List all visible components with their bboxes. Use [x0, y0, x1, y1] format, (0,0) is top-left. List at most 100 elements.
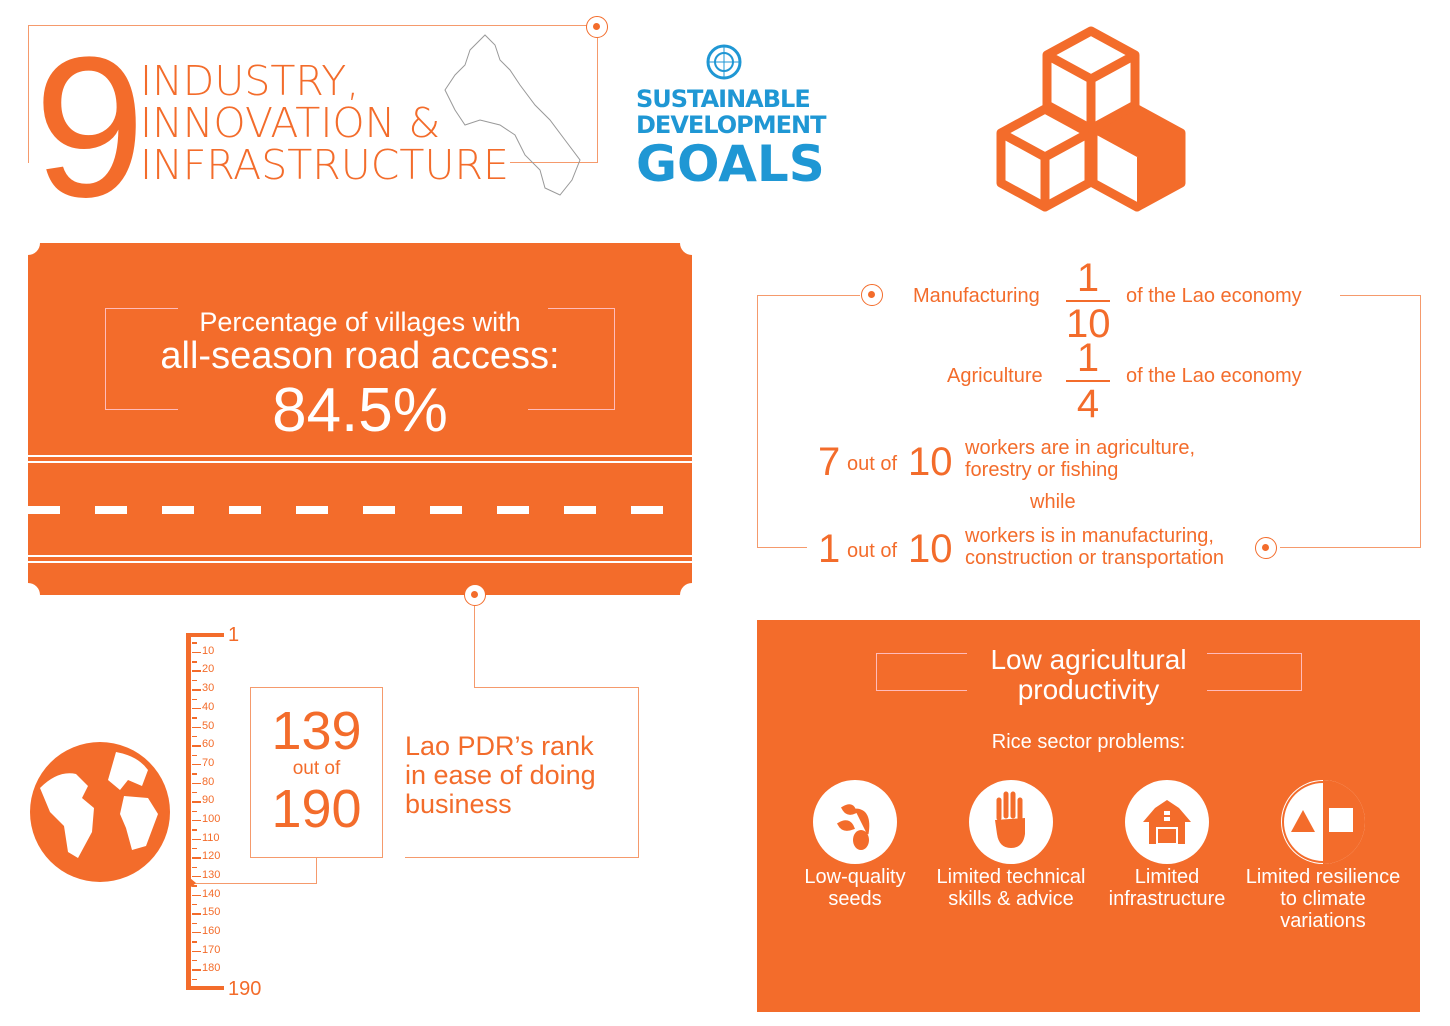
scale-tick-label: 20 — [202, 663, 215, 676]
road-access-card: Percentage of villages with all-season r… — [16, 231, 704, 607]
scale-tick — [192, 922, 197, 925]
scale-tick — [192, 950, 201, 953]
scale-tick — [192, 866, 197, 869]
scale-tick — [192, 913, 201, 915]
problem-label: Limited infrastructure — [1077, 866, 1257, 910]
rank-box — [250, 687, 383, 858]
scale-tick-label: 90 — [202, 794, 215, 807]
text-line: construction or transportation — [965, 547, 1225, 569]
rank-label-line: Lao PDR’s rank — [405, 731, 594, 761]
problem-label: Limited technical skills & advice — [921, 866, 1101, 910]
scale-tick — [192, 801, 201, 803]
marker-dot — [586, 16, 608, 38]
productivity-title: Low agricultural — [990, 644, 1187, 675]
scale-tick — [192, 791, 197, 794]
scale-tick — [192, 931, 201, 934]
scale-tick-label: 110 — [202, 831, 220, 844]
scale-tick — [192, 745, 201, 747]
title-line: INFRASTRUCTURE — [140, 141, 509, 189]
scale-tick — [192, 689, 201, 691]
rank-label-line: business — [405, 789, 512, 819]
denominator: 10 — [1066, 302, 1111, 346]
agriculture-label: Agriculture — [947, 365, 1043, 387]
goal-number: 9 — [34, 16, 145, 239]
rank-value: 139 — [271, 701, 362, 761]
workers-total: 10 — [908, 440, 953, 484]
manufacturing-fraction: 1 10 — [1066, 256, 1111, 346]
scale-tick — [192, 754, 197, 757]
frame-line — [28, 25, 588, 26]
scale-tick — [192, 894, 201, 897]
sdg-logo: SUSTAINABLE DEVELOPMENT GOALS — [636, 85, 826, 193]
scale-tick-label: 180 — [202, 962, 221, 975]
shapes-icon — [1281, 780, 1365, 864]
numerator: 1 — [1076, 256, 1100, 300]
scale-tick — [192, 726, 201, 729]
scale-tick-label: 100 — [202, 812, 221, 825]
scale-tick — [192, 707, 201, 710]
manufacturing-suffix: of the Lao economy — [1126, 285, 1302, 307]
frame-line — [510, 162, 598, 163]
scale-tick-label: 150 — [202, 906, 221, 919]
rank-label: Lao PDR’s rank in ease of doing business — [405, 732, 596, 819]
scale-tick — [192, 651, 201, 654]
workers-count: 7 — [818, 440, 841, 484]
barn-icon — [1125, 780, 1209, 864]
scale-tick — [192, 959, 197, 962]
globe-icon — [30, 742, 170, 882]
cubes-icon — [996, 26, 1186, 212]
scale-tick — [192, 698, 197, 700]
scale-tick — [192, 903, 197, 906]
label-line: to climate — [1280, 888, 1366, 910]
road-label-2: all-season road access: — [160, 335, 560, 377]
scale-tick — [192, 810, 197, 813]
label-line: Limited resilience — [1245, 866, 1401, 888]
label-line: seeds — [828, 888, 882, 910]
productivity-title: productivity — [1017, 674, 1160, 705]
label-line: Low-quality — [804, 866, 906, 888]
frame-line — [597, 38, 598, 162]
scale-tick-label: 30 — [202, 682, 215, 695]
scale-tick — [192, 735, 197, 738]
problem-label: Limited resilience to climate variations — [1233, 866, 1413, 932]
rank-label-line: in ease of doing — [405, 760, 596, 790]
scale-tick — [192, 875, 201, 878]
road-access-value: 84.5% — [272, 376, 448, 445]
scale-tick — [192, 969, 201, 971]
scale-tick-label: 40 — [202, 700, 215, 713]
frame-line — [28, 25, 29, 163]
productivity-box: Low agricultural productivity Rice secto… — [757, 620, 1420, 1012]
sdg-line: SUSTAINABLE — [636, 85, 811, 113]
title-line: INNOVATION & — [140, 99, 441, 147]
hand-icon — [969, 780, 1053, 864]
denominator: 4 — [1076, 382, 1100, 426]
scale-tick-label: 120 — [202, 850, 221, 863]
marker-dot — [861, 284, 883, 306]
scale-tick-label: 50 — [202, 719, 215, 732]
title-line: INDUSTRY, — [140, 57, 360, 105]
seedling-icon — [813, 780, 897, 864]
scale-tick-label: 160 — [202, 924, 221, 937]
agriculture-suffix: of the Lao economy — [1126, 365, 1302, 387]
sdg-goals: GOALS — [636, 135, 825, 193]
workers-manu-text: workers is in manufacturing, constructio… — [965, 525, 1224, 569]
manufacturing-label: Manufacturing — [913, 285, 1040, 307]
label-line: Limited technical — [936, 866, 1086, 888]
scale-bottom: 190 — [228, 978, 262, 1000]
scale-tick — [192, 857, 201, 859]
scale-tick — [192, 847, 197, 850]
out-of: out of — [847, 453, 898, 475]
rank-total: 190 — [271, 779, 362, 839]
agriculture-fraction: 1 4 — [1066, 338, 1110, 424]
problem-label: Low-quality seeds — [765, 866, 945, 910]
label-line: Limited — [1134, 866, 1200, 888]
scale-tick — [192, 661, 197, 663]
text-line: workers are in agriculture, — [965, 437, 1196, 459]
scale-tick — [192, 773, 197, 775]
road-label-1: Percentage of villages with — [199, 307, 521, 337]
scale-tick-label: 140 — [202, 887, 221, 900]
numerator: 1 — [1076, 336, 1100, 380]
scale-tick — [192, 829, 197, 831]
scale-tick — [192, 782, 201, 785]
goal-title: INDUSTRY, INNOVATION & INFRASTRUCTURE — [140, 60, 509, 186]
